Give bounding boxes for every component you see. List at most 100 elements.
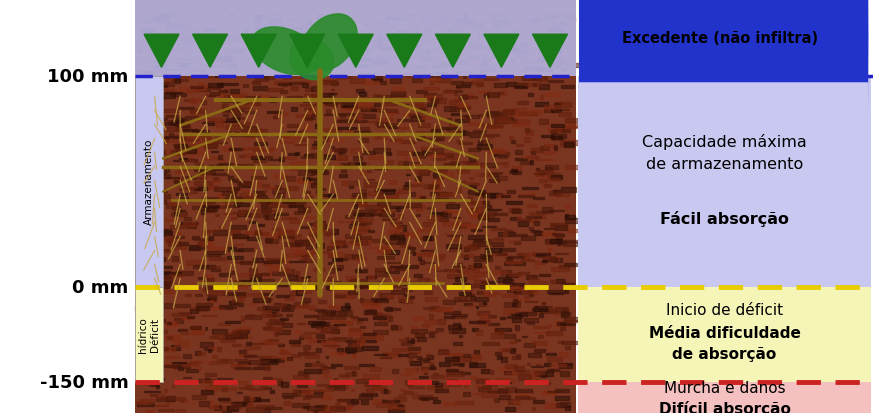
Bar [252, 150, 264, 152]
Bar [300, 39, 306, 44]
Bar [359, 365, 375, 366]
Bar [234, 280, 250, 282]
Bar [175, 59, 189, 61]
Bar [524, 296, 529, 299]
Bar [320, 342, 335, 344]
Bar [189, 189, 197, 194]
Bar [257, 196, 267, 198]
Bar [374, 330, 388, 335]
Bar [544, 228, 556, 229]
Bar [528, 61, 533, 64]
Bar [301, 24, 313, 27]
Bar [205, 157, 219, 159]
Bar [379, 73, 391, 75]
Bar [271, 203, 280, 207]
Bar [235, 50, 244, 54]
Bar [418, 123, 430, 128]
Bar [360, 93, 366, 97]
Bar [186, 370, 197, 372]
Bar [174, 147, 189, 149]
Bar [284, 269, 294, 274]
Bar [457, 356, 471, 361]
Bar [361, 401, 368, 404]
Bar [280, 141, 294, 144]
Bar [412, 79, 422, 83]
Bar [213, 179, 221, 182]
Bar [238, 210, 248, 214]
Bar [154, 339, 160, 341]
Bar [464, 383, 468, 387]
Bar [199, 401, 210, 406]
Bar [515, 120, 529, 124]
Bar [151, 192, 155, 197]
Bar [433, 136, 443, 141]
Bar [468, 46, 482, 49]
Bar [285, 71, 292, 75]
Bar [155, 195, 169, 199]
Bar [508, 399, 519, 404]
Bar [168, 141, 178, 143]
Bar [360, 66, 364, 69]
Bar [337, 57, 343, 59]
Bar [324, 339, 338, 342]
Bar [533, 332, 550, 333]
Bar [304, 48, 314, 50]
Bar [256, 231, 261, 234]
Bar [199, 39, 208, 42]
Bar [491, 14, 505, 18]
Bar [202, 315, 217, 316]
Bar [484, 135, 498, 137]
Bar [302, 255, 306, 257]
Bar [251, 56, 261, 59]
Bar [501, 294, 518, 297]
Bar [203, 197, 218, 201]
Bar [445, 154, 459, 159]
Bar [325, 102, 337, 106]
Bar [352, 255, 362, 259]
Bar [354, 131, 370, 135]
Bar [195, 135, 212, 136]
Bar [551, 125, 564, 128]
Bar [198, 188, 207, 191]
Bar [335, 164, 342, 166]
Bar [265, 308, 278, 312]
Bar [389, 266, 401, 268]
Bar [439, 63, 451, 67]
Bar [472, 243, 486, 246]
Bar [565, 346, 570, 349]
Bar [327, 247, 333, 251]
Bar [463, 43, 479, 47]
Bar [301, 277, 308, 279]
Bar [434, 81, 438, 82]
Bar [525, 68, 539, 70]
Bar [179, 158, 188, 160]
Bar [298, 97, 300, 99]
Bar [228, 36, 240, 41]
Bar [174, 125, 183, 127]
Bar [287, 357, 292, 360]
Bar [349, 186, 354, 188]
Bar [340, 56, 354, 58]
Bar [355, 163, 360, 164]
Bar [419, 358, 430, 360]
Bar [305, 261, 313, 263]
Bar [206, 275, 212, 277]
Bar [223, 200, 235, 201]
Bar [272, 272, 284, 276]
Bar [261, 274, 269, 275]
Bar [410, 162, 419, 164]
Bar [491, 271, 505, 274]
Bar [553, 130, 566, 132]
Bar [462, 83, 472, 85]
Bar [203, 144, 215, 149]
Bar [251, 396, 254, 400]
Bar [531, 391, 533, 393]
Bar [447, 157, 453, 158]
Bar [158, 245, 162, 247]
Bar [231, 199, 240, 202]
Bar [464, 18, 467, 21]
Bar [519, 222, 528, 227]
Bar [407, 354, 416, 357]
Bar [428, 79, 441, 81]
Bar [200, 66, 211, 67]
